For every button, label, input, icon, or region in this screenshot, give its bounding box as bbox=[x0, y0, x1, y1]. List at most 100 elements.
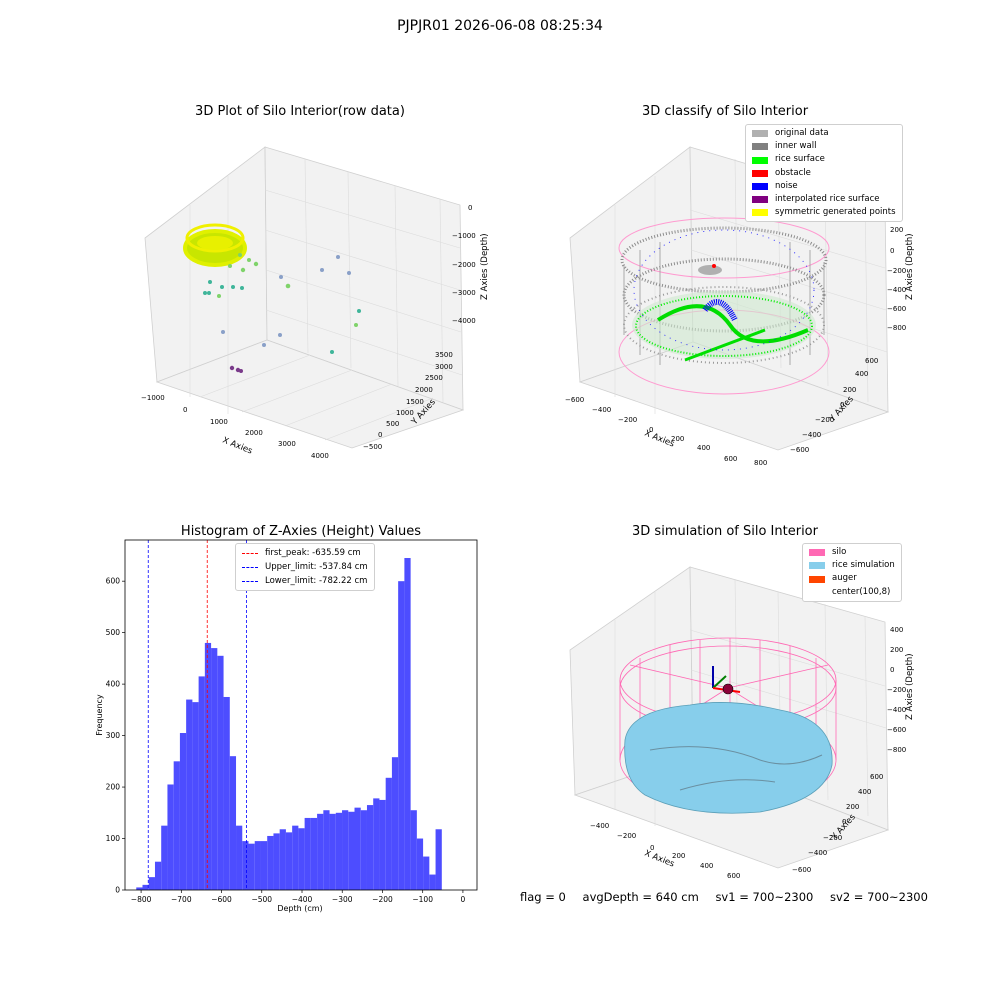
histogram-bar bbox=[348, 811, 355, 890]
legend-item: obstacle bbox=[752, 167, 896, 180]
histogram-x-tick-label: −600 bbox=[211, 895, 232, 904]
histogram-bar bbox=[354, 807, 361, 890]
classify-y-tick: −600 bbox=[790, 446, 809, 454]
histogram-bar bbox=[173, 761, 180, 890]
histogram-bar bbox=[267, 835, 274, 890]
histogram-bar bbox=[273, 833, 280, 890]
histogram-y-tick-label: 100 bbox=[106, 834, 121, 843]
histogram-bar bbox=[404, 558, 411, 890]
raw-z-tick: −3000 bbox=[452, 289, 476, 297]
histogram-chart: −800 −700 −600 −500 −400 −300 −200 −100 0 0 100 200… bbox=[95, 539, 478, 913]
simulation-z-tick: −200 bbox=[887, 686, 906, 694]
classify-legend: original data inner wall rice surface ob… bbox=[745, 124, 903, 223]
histogram-y-tick-label: 200 bbox=[106, 783, 121, 792]
legend-label: silo bbox=[832, 547, 847, 557]
histogram-y-label: Frequency bbox=[95, 694, 104, 736]
simulation-y-tick: 0 bbox=[842, 818, 846, 826]
histogram-reference-lines bbox=[147, 540, 247, 890]
classify-x-tick: −400 bbox=[592, 406, 611, 414]
histogram-y-tick-label: 500 bbox=[106, 628, 121, 637]
legend-label: obstacle bbox=[775, 167, 811, 178]
histogram-bar bbox=[148, 877, 155, 890]
simulation-y-tick: −200 bbox=[823, 834, 842, 842]
histogram-x-tick-label: −100 bbox=[412, 895, 433, 904]
histogram-bar bbox=[229, 756, 237, 890]
figure-title: PJPJR01 2026-06-08 08:25:34 bbox=[397, 18, 603, 34]
legend-swatch bbox=[752, 169, 768, 177]
simulation-rice-surface bbox=[624, 702, 833, 814]
histogram-axes-frame bbox=[124, 539, 478, 891]
histogram-bar bbox=[379, 799, 386, 890]
histogram-bar bbox=[410, 810, 417, 890]
classify-y-tick: −200 bbox=[815, 416, 834, 424]
histogram-x-label: Depth (cm) bbox=[277, 904, 322, 913]
simulation-auger bbox=[712, 666, 741, 695]
legend-item: first_peak: -635.59 cm bbox=[242, 546, 368, 560]
histogram-bar bbox=[167, 784, 174, 890]
legend-item: symmetric generated points bbox=[752, 206, 896, 219]
classify-x-tick: 600 bbox=[724, 455, 737, 463]
classify-z-tick: −800 bbox=[887, 324, 906, 332]
classify-z-tick: 0 bbox=[890, 247, 894, 255]
classify-y-tick: 200 bbox=[843, 386, 856, 394]
sv1-value: sv1 = 700~2300 bbox=[715, 890, 814, 904]
raw-plot-title: 3D Plot of Silo Interior(row data) bbox=[195, 104, 405, 119]
classify-x-tick: 800 bbox=[754, 459, 767, 467]
raw-x-tick: −1000 bbox=[141, 394, 165, 402]
legend-item: noise bbox=[752, 180, 896, 193]
raw-z-tick: −4000 bbox=[452, 317, 476, 325]
simulation-x-tick: 400 bbox=[700, 862, 713, 870]
histogram-y-tick-label: 400 bbox=[106, 680, 121, 689]
histogram-bar bbox=[429, 874, 436, 890]
legend-label: center(100,8) bbox=[832, 586, 891, 597]
classify-y-tick: −400 bbox=[802, 431, 821, 439]
legend-label: first_peak: -635.59 cm bbox=[265, 548, 361, 558]
legend-item: center(100,8) bbox=[809, 586, 895, 599]
legend-swatch bbox=[752, 182, 768, 190]
legend-label: rice simulation bbox=[832, 560, 895, 571]
simulation-y-tick: −600 bbox=[792, 866, 811, 874]
simulation-x-tick: 200 bbox=[672, 852, 685, 860]
histogram-bar bbox=[310, 817, 318, 890]
histogram-x-tick-label: −700 bbox=[171, 895, 192, 904]
classify-plot-title: 3D classify of Silo Interior bbox=[641, 104, 809, 119]
simulation-legend: silo rice simulation auger center(100,8) bbox=[802, 543, 902, 602]
histogram-bars bbox=[136, 558, 442, 890]
raw-y-tick: −500 bbox=[363, 443, 382, 451]
simulation-3d-plot: −400 −200 0 200 400 600 −600 −400 −200 0… bbox=[569, 566, 915, 880]
histogram-bar bbox=[373, 798, 380, 890]
simulation-y-tick: 200 bbox=[846, 803, 859, 811]
simulation-x-tick: 600 bbox=[727, 872, 740, 880]
histogram-bar bbox=[285, 832, 293, 890]
classify-x-tick: −600 bbox=[565, 396, 584, 404]
legend-dashed-blue-line bbox=[242, 580, 258, 582]
simulation-y-tick: 600 bbox=[870, 773, 883, 781]
raw-z-tick: 0 bbox=[468, 204, 472, 212]
histogram-x-tick-label: −200 bbox=[372, 895, 393, 904]
classify-point-cloud bbox=[618, 217, 830, 395]
raw-y-tick: 500 bbox=[386, 420, 399, 428]
histogram-bar bbox=[335, 812, 343, 890]
histogram-bar bbox=[217, 655, 224, 890]
raw-y-tick: 3000 bbox=[435, 363, 453, 371]
raw-x-tick: 2000 bbox=[245, 429, 263, 437]
classify-z-tick: 200 bbox=[890, 226, 903, 234]
legend-swatch bbox=[809, 575, 825, 583]
histogram-bar bbox=[329, 813, 336, 890]
histogram-x-tick-label: −500 bbox=[251, 895, 272, 904]
classify-z-tick: −600 bbox=[887, 305, 906, 313]
histogram-x-tick-label: −800 bbox=[131, 895, 152, 904]
histogram-ticks: −800 −700 −600 −500 −400 −300 −200 −100 0 0 100 200… bbox=[106, 577, 466, 904]
legend-label: Lower_limit: -782.22 cm bbox=[265, 576, 368, 586]
raw-y-tick: 0 bbox=[378, 431, 382, 439]
histogram-bar bbox=[154, 861, 162, 890]
simulation-y-tick: 400 bbox=[858, 788, 871, 796]
legend-item: rice surface bbox=[752, 153, 896, 166]
legend-dashed-red-line bbox=[242, 552, 258, 554]
histogram-bar bbox=[279, 829, 286, 890]
legend-swatch bbox=[752, 143, 768, 151]
histogram-bar bbox=[236, 825, 243, 890]
simulation-z-tick: −400 bbox=[887, 706, 906, 714]
histogram-bar bbox=[142, 884, 149, 890]
histogram-bar bbox=[298, 828, 305, 890]
